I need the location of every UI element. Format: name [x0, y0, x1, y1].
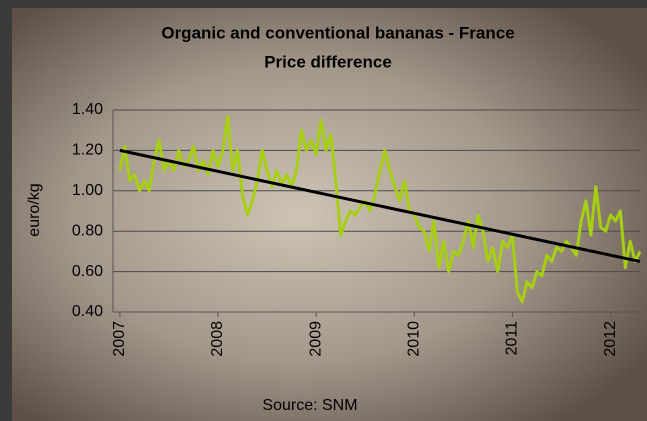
x-tick-label: 2010	[406, 321, 423, 357]
chart-title: Organic and conventional bananas - Franc…	[161, 23, 514, 42]
x-tick-label: 2009	[307, 321, 324, 357]
y-axis-label: euro/kg	[26, 183, 43, 236]
y-tick-label: 1.00	[72, 182, 103, 199]
y-tick-label: 0.80	[72, 222, 103, 239]
x-tick-label: 2011	[504, 321, 521, 356]
chart-panel	[12, 8, 647, 421]
x-tick-label: 2012	[602, 321, 619, 357]
x-tick-label: 2008	[209, 321, 226, 357]
trend-line	[119, 148, 641, 263]
y-tick-label: 1.40	[72, 101, 103, 118]
source-note: Source: SNM	[262, 397, 357, 414]
chart-subtitle: Price difference	[264, 52, 392, 71]
y-tick-label: 0.40	[72, 303, 103, 320]
x-tick-label: 2007	[111, 321, 128, 357]
y-tick-label: 1.20	[72, 142, 103, 159]
y-tick-label: 0.60	[72, 263, 103, 280]
